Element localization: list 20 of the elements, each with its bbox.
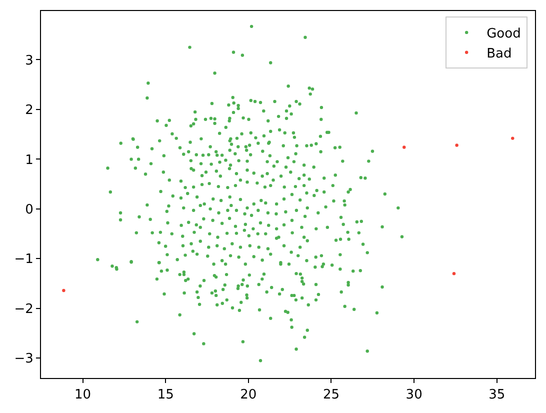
y-tick-label: −1 (14, 252, 34, 268)
y-tick-label: 2 (25, 103, 34, 118)
x-tick-label: 35 (488, 388, 506, 403)
point (455, 144, 458, 147)
point (511, 136, 514, 140)
x-tick-label: 10 (74, 388, 92, 403)
legend-label: Bad (486, 46, 512, 62)
point (402, 146, 406, 149)
point (62, 288, 66, 292)
point (452, 272, 456, 276)
x-tick-label: 25 (322, 388, 340, 403)
x-tick-label: 15 (157, 388, 174, 403)
y-tick-label: 0 (25, 202, 34, 218)
x-tick-label: 20 (240, 388, 257, 403)
y-tick-label: −3 (14, 352, 34, 367)
y-tick-label: 1 (25, 152, 34, 168)
y-tick-label: 3 (25, 53, 34, 68)
x-tick-label: 30 (406, 388, 422, 403)
y-tick-label: −2 (14, 302, 34, 317)
legend-label: Good (486, 26, 521, 42)
